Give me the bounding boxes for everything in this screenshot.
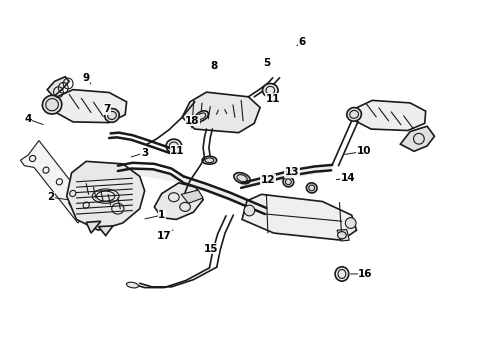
- Polygon shape: [241, 165, 331, 188]
- Text: 15: 15: [203, 244, 218, 254]
- Polygon shape: [242, 194, 356, 240]
- Text: 8: 8: [210, 61, 218, 71]
- Text: 7: 7: [103, 104, 111, 114]
- Ellipse shape: [337, 231, 346, 239]
- Text: 11: 11: [265, 94, 280, 104]
- Ellipse shape: [306, 183, 316, 193]
- Text: 1: 1: [158, 210, 165, 220]
- Ellipse shape: [346, 108, 361, 121]
- Text: 17: 17: [157, 231, 171, 240]
- Polygon shape: [118, 166, 266, 214]
- Polygon shape: [181, 190, 203, 203]
- Ellipse shape: [202, 156, 216, 164]
- Polygon shape: [400, 126, 433, 151]
- Text: 12: 12: [260, 175, 275, 185]
- Ellipse shape: [345, 218, 355, 228]
- Polygon shape: [86, 221, 101, 233]
- Polygon shape: [20, 140, 91, 223]
- Polygon shape: [66, 161, 144, 230]
- Text: 11: 11: [170, 145, 184, 156]
- Polygon shape: [154, 183, 203, 220]
- Polygon shape: [336, 229, 348, 241]
- Ellipse shape: [262, 84, 278, 97]
- Ellipse shape: [126, 282, 138, 288]
- Text: 6: 6: [298, 37, 305, 47]
- Text: 14: 14: [340, 173, 354, 183]
- Text: 2: 2: [47, 192, 55, 202]
- Text: 10: 10: [356, 146, 370, 156]
- Ellipse shape: [233, 173, 250, 184]
- Polygon shape: [69, 176, 132, 222]
- Ellipse shape: [334, 267, 348, 281]
- Ellipse shape: [283, 177, 293, 187]
- Ellipse shape: [244, 205, 254, 216]
- Polygon shape: [54, 90, 126, 123]
- Polygon shape: [182, 92, 260, 133]
- Ellipse shape: [104, 109, 119, 122]
- Text: 18: 18: [185, 116, 199, 126]
- Text: 5: 5: [262, 58, 269, 68]
- Ellipse shape: [42, 95, 61, 114]
- Ellipse shape: [195, 111, 208, 121]
- Polygon shape: [47, 77, 69, 97]
- Text: 4: 4: [24, 114, 31, 124]
- Polygon shape: [351, 100, 425, 131]
- Text: 13: 13: [284, 167, 298, 177]
- Text: 3: 3: [141, 148, 148, 158]
- Ellipse shape: [166, 139, 181, 153]
- Text: 16: 16: [357, 269, 372, 279]
- Text: 9: 9: [82, 73, 90, 83]
- Polygon shape: [98, 226, 113, 235]
